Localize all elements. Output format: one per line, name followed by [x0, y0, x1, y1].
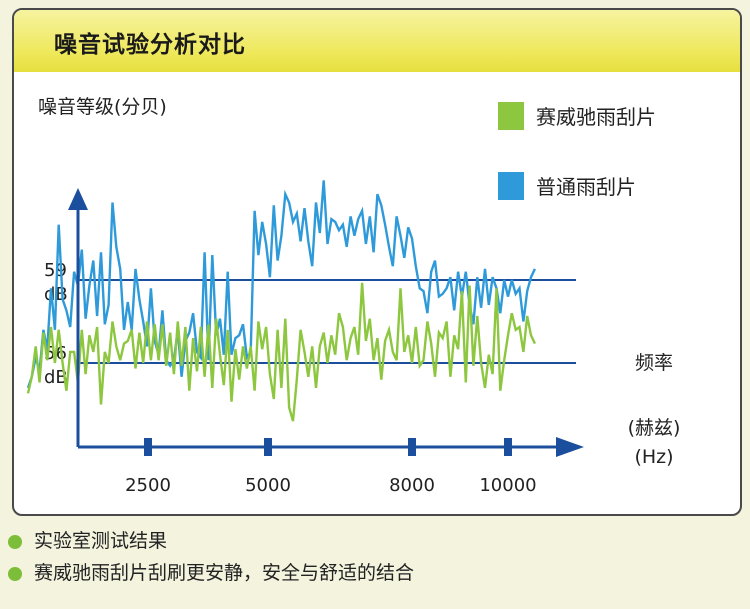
x-tick-mark — [504, 438, 512, 456]
series-line — [26, 180, 536, 389]
x-tick-label: 8000 — [389, 475, 435, 496]
x-tick-mark — [264, 438, 272, 456]
x-axis-unit-cn: (赫兹) — [628, 417, 681, 439]
legend-label: 赛威驰雨刮片 — [536, 105, 656, 129]
series-line — [26, 282, 536, 422]
note-item: 赛威驰雨刮片刮刷更安静，安全与舒适的结合 — [8, 557, 414, 589]
legend-label: 普通雨刮片 — [536, 175, 636, 199]
x-axis-unit: (Hz) — [634, 446, 673, 468]
x-axis-arrow-icon — [556, 437, 584, 457]
note-text: 实验室测试结果 — [34, 530, 168, 552]
title-bar: 噪音试验分析对比 — [14, 10, 740, 72]
x-tick-mark — [408, 438, 416, 456]
legend-swatch — [498, 102, 524, 130]
note-text: 赛威驰雨刮片刮刷更安静，安全与舒适的结合 — [34, 562, 415, 584]
y-ref-value-label: 59 — [44, 260, 67, 281]
green-bullet-icon — [8, 535, 22, 549]
x-tick-label: 10000 — [479, 475, 536, 496]
x-tick-label: 2500 — [125, 475, 171, 496]
x-tick-mark — [144, 438, 152, 456]
legend-swatch — [498, 172, 524, 200]
y-axis-arrow-icon — [68, 188, 88, 210]
chart-card: 噪音试验分析对比 噪音等级(分贝) 59 dB 56 dB 2500 5000 8000 100… — [12, 8, 742, 516]
y-axis-label: 噪音等级(分贝) — [38, 96, 167, 118]
notes-list: 实验室测试结果 赛威驰雨刮片刮刷更安静，安全与舒适的结合 — [8, 525, 414, 589]
x-axis-label: 频率 — [635, 352, 673, 374]
note-item: 实验室测试结果 — [8, 525, 414, 557]
chart-title: 噪音试验分析对比 — [54, 32, 246, 58]
y-ref-unit-label: dB — [44, 367, 68, 388]
green-bullet-icon — [8, 567, 22, 581]
x-tick-label: 5000 — [245, 475, 291, 496]
